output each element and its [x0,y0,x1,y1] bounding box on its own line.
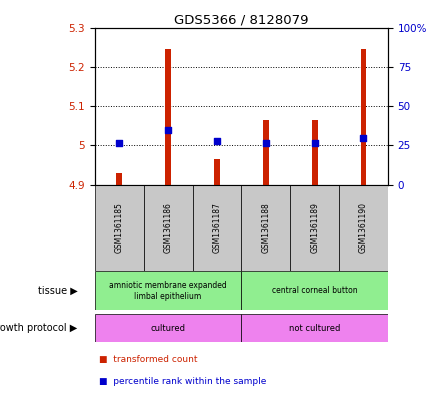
Point [116,140,123,147]
Text: central corneal button: central corneal button [271,286,356,295]
FancyBboxPatch shape [289,185,338,271]
Text: tissue ▶: tissue ▶ [38,286,77,296]
Text: ■  percentile rank within the sample: ■ percentile rank within the sample [99,377,266,386]
FancyBboxPatch shape [95,185,143,271]
Text: growth protocol ▶: growth protocol ▶ [0,323,77,333]
Bar [214,159,219,185]
Point [213,138,220,145]
Text: GSM1361187: GSM1361187 [212,202,221,253]
FancyBboxPatch shape [192,185,241,271]
FancyBboxPatch shape [95,271,241,310]
FancyBboxPatch shape [241,185,289,271]
FancyBboxPatch shape [95,314,241,342]
Text: GSM1361188: GSM1361188 [261,202,270,253]
FancyBboxPatch shape [338,185,387,271]
Title: GDS5366 / 8128079: GDS5366 / 8128079 [174,13,308,26]
Text: amniotic membrane expanded
limbal epithelium: amniotic membrane expanded limbal epithe… [109,281,227,301]
Point [164,127,171,133]
Text: GSM1361189: GSM1361189 [310,202,318,253]
Point [310,140,317,147]
Text: GSM1361186: GSM1361186 [163,202,172,253]
Text: GSM1361185: GSM1361185 [114,202,123,253]
FancyBboxPatch shape [143,185,192,271]
Text: ■  transformed count: ■ transformed count [99,355,197,364]
FancyBboxPatch shape [241,314,387,342]
Bar [311,120,317,185]
Text: not cultured: not cultured [288,324,340,332]
Bar [116,173,122,185]
Bar [262,120,268,185]
Point [262,140,269,147]
Text: cultured: cultured [150,324,185,332]
Text: GSM1361190: GSM1361190 [358,202,367,253]
Bar [360,49,366,185]
Point [359,134,366,141]
FancyBboxPatch shape [241,271,387,310]
Bar [165,49,171,185]
